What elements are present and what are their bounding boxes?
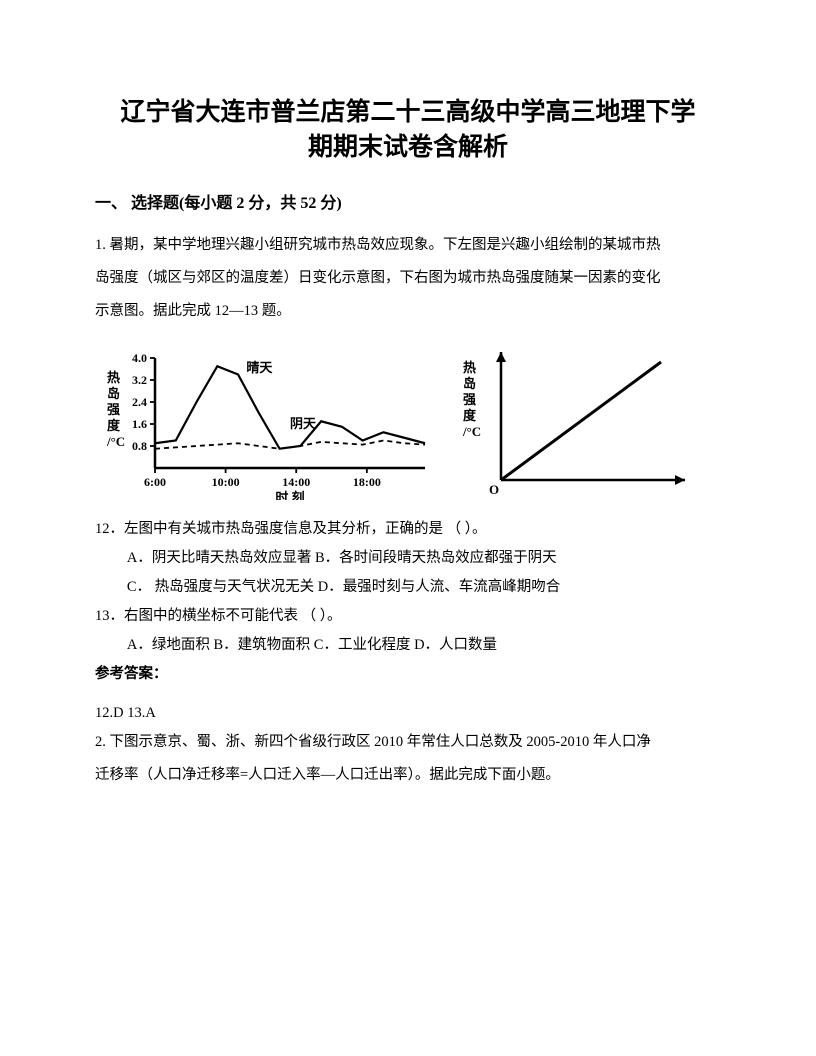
q13-stem: 13．右图中的横坐标不可能代表 （ ）。 xyxy=(95,602,721,631)
svg-text:强: 强 xyxy=(463,392,476,407)
q2-intro-line2: 迁移率（人口净迁移率=人口迁入率—人口迁出率）。据此完成下面小题。 xyxy=(95,761,721,790)
section-1-heading: 一、 选择题(每小题 2 分，共 52 分) xyxy=(95,189,721,213)
svg-text:2.4: 2.4 xyxy=(132,395,147,409)
page-title-line1: 辽宁省大连市普兰店第二十三高级中学高三地理下学 xyxy=(120,99,695,126)
svg-text:/°C: /°C xyxy=(462,424,481,439)
q1-intro-line1: 1. 暑期，某中学地理兴趣小组研究城市热岛效应现象。下左图是兴趣小组绘制的某城市… xyxy=(95,231,721,260)
heat-island-factor-chart: 热岛强度/°C O xyxy=(445,340,695,505)
svg-text:度: 度 xyxy=(463,408,477,423)
svg-text:岛: 岛 xyxy=(107,386,120,401)
answer-key-heading: 参考答案： xyxy=(95,660,721,689)
q2-intro-line1: 2. 下图示意京、蜀、浙、新四个省级行政区 2010 年常住人口总数及 2005… xyxy=(95,728,721,757)
svg-text:14:00: 14:00 xyxy=(282,475,310,489)
svg-text:O: O xyxy=(489,482,499,497)
svg-text:岛: 岛 xyxy=(463,376,476,391)
svg-text:0.8: 0.8 xyxy=(132,439,147,453)
svg-text:热: 热 xyxy=(463,360,476,375)
heat-island-daily-chart: 4.0 3.2 2.4 1.6 0.8 热岛强度/°C 6:00 10:00 14:00 18:0… xyxy=(95,340,435,505)
svg-text:/°C: /°C xyxy=(106,434,125,449)
answer-values: 12.D 13.A xyxy=(95,699,721,728)
q1-intro-line3: 示意图。据此完成 12—13 题。 xyxy=(95,297,721,326)
q13-opts: A．绿地面积 B．建筑物面积 C．工业化程度 D．人口数量 xyxy=(95,631,721,660)
svg-text:18:00: 18:00 xyxy=(353,475,381,489)
svg-text:阴天: 阴天 xyxy=(290,416,317,431)
figure-row: 4.03.22.41.60.8热岛强度/°C6:0010:0014:0018:0… xyxy=(95,340,721,505)
svg-text:3.2: 3.2 xyxy=(132,373,147,387)
svg-text:晴天: 晴天 xyxy=(246,360,273,375)
svg-text:热: 热 xyxy=(107,370,120,385)
svg-text:10:00: 10:00 xyxy=(212,475,240,489)
q1-intro-line2: 岛强度（城区与郊区的温度差）日变化示意图，下右图为城市热岛强度随某一因素的变化 xyxy=(95,264,721,293)
svg-text:强: 强 xyxy=(107,402,120,417)
svg-text:度: 度 xyxy=(107,418,121,433)
svg-text:4.0: 4.0 xyxy=(132,351,147,365)
q12-opt-ab: A．阴天比晴天热岛效应显著 B．各时间段晴天热岛效应都强于阴天 xyxy=(95,544,721,573)
q12-stem: 12．左图中有关城市热岛强度信息及其分析，正确的是 （ ）。 xyxy=(95,515,721,544)
svg-text:6:00: 6:00 xyxy=(144,475,166,489)
svg-text:1.6: 1.6 xyxy=(132,417,147,431)
svg-text:时 刻: 时 刻 xyxy=(275,490,304,500)
q12-opt-cd: C． 热岛强度与天气状况无关 D．最强时刻与人流、车流高峰期吻合 xyxy=(95,573,721,602)
page-title-line2: 期期末试卷含解析 xyxy=(308,134,508,161)
